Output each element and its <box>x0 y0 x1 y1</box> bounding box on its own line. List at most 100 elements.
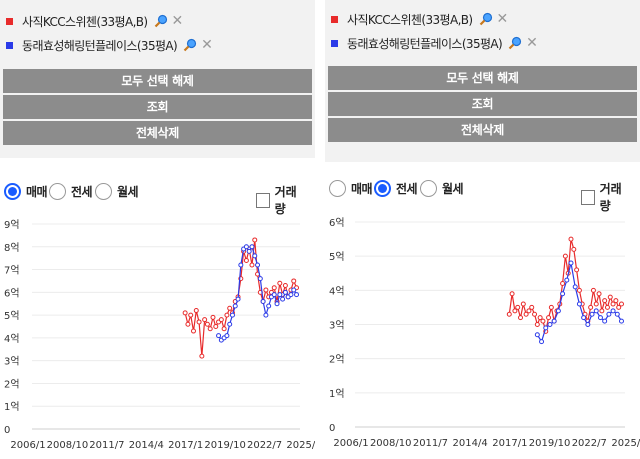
data-point <box>277 280 283 286</box>
y-tick-label: 6억 <box>4 287 20 299</box>
x-tick-label: 2008/10 <box>47 440 89 451</box>
radio-sale[interactable]: 매매 <box>329 180 373 197</box>
data-point <box>252 253 258 259</box>
data-point <box>568 236 574 242</box>
x-tick-label: 2014/4 <box>129 440 164 451</box>
data-point <box>576 301 582 307</box>
volume-checkbox[interactable]: 거래량 <box>581 180 629 214</box>
x-tick-label: 2019/10 <box>529 438 571 449</box>
remove-icon[interactable]: ✕ <box>496 11 509 27</box>
x-tick-label: 2006/1 <box>10 440 45 451</box>
delete-all-button[interactable]: 전체삭제 <box>3 121 312 145</box>
data-point <box>506 311 512 317</box>
radio-sale[interactable]: 매매 <box>4 183 48 200</box>
data-point <box>529 304 535 310</box>
x-tick-label: 2017/1 <box>492 438 527 449</box>
data-point <box>221 326 227 332</box>
data-point <box>193 308 199 314</box>
data-point <box>190 328 196 334</box>
x-tick-label: 2011/7 <box>413 438 448 449</box>
radio-monthly[interactable]: 월세 <box>420 180 464 197</box>
data-point <box>616 304 622 310</box>
y-tick-label: 2억 <box>4 378 20 390</box>
data-point <box>560 291 566 297</box>
data-point <box>271 292 277 298</box>
data-point <box>257 276 263 282</box>
data-point <box>581 315 587 321</box>
x-tick-label: 2017/1 <box>168 440 203 451</box>
checkbox-box[interactable] <box>256 192 270 208</box>
apartment-item: 동래효성해링턴플레이스(35평A) ✕ <box>6 35 213 55</box>
search-button[interactable]: 조회 <box>3 95 312 119</box>
data-point <box>551 318 557 324</box>
data-point <box>291 278 297 284</box>
data-point <box>596 291 602 297</box>
series-color-marker <box>331 39 338 47</box>
apartment-name: 동래효성해링턴플레이스(35평A) <box>347 36 503 51</box>
deselect-all-button[interactable]: 모두 선택 해제 <box>3 69 312 93</box>
remove-icon[interactable]: ✕ <box>201 37 213 53</box>
data-point <box>534 332 540 338</box>
left-comparison-panel: 사직KCC스위첸(33평A,B) ✕ 동래효성해링턴플레이스(35평A) ✕ 모… <box>0 0 315 459</box>
x-tick-label: 2022/7 <box>247 440 282 451</box>
data-point <box>260 298 266 304</box>
radio-indicator[interactable] <box>420 180 437 197</box>
volume-checkbox[interactable]: 거래량 <box>256 183 304 217</box>
y-tick-label: 3억 <box>329 320 345 332</box>
magnifier-icon[interactable] <box>508 36 522 50</box>
data-point <box>277 292 283 298</box>
search-button[interactable]: 조회 <box>328 92 637 116</box>
checkbox-box[interactable] <box>581 189 595 205</box>
data-point <box>540 318 546 324</box>
data-point <box>562 253 568 259</box>
data-point <box>235 296 241 302</box>
x-tick-label: 2008/10 <box>370 438 412 449</box>
radio-jeonse[interactable]: 전세 <box>49 183 93 200</box>
data-point <box>547 322 553 327</box>
data-point <box>210 314 216 320</box>
radio-indicator[interactable] <box>4 183 21 200</box>
radio-indicator[interactable] <box>95 183 112 200</box>
y-tick-label: 9억 <box>4 219 20 231</box>
radio-monthly[interactable]: 월세 <box>95 183 139 200</box>
data-point <box>509 291 515 297</box>
magnifier-icon[interactable] <box>479 12 493 26</box>
deselect-all-button[interactable]: 모두 선택 해제 <box>328 66 637 90</box>
data-point <box>589 311 595 317</box>
data-point <box>571 246 577 252</box>
remove-icon[interactable]: ✕ <box>171 13 184 29</box>
data-point <box>520 301 526 307</box>
data-point <box>590 287 596 293</box>
data-point <box>199 353 205 359</box>
data-point <box>294 292 300 298</box>
data-point <box>512 308 518 314</box>
data-point <box>243 257 249 263</box>
radio-jeonse[interactable]: 전세 <box>374 180 418 197</box>
y-tick-label: 0 <box>4 425 10 436</box>
magnifier-icon[interactable] <box>154 14 168 28</box>
data-point <box>288 292 294 298</box>
jeonse-price-chart: 0 1억 2억 3억 4억 5억 6억 2006/1 2008/10 2011/7 2014/4 20… <box>329 217 640 449</box>
apartment-selection-area: 사직KCC스위첸(33평A,B) ✕ 동래효성해링턴플레이스(35평A) ✕ 모… <box>0 0 315 158</box>
data-point <box>546 315 552 321</box>
remove-icon[interactable]: ✕ <box>526 35 538 51</box>
x-tick-label: 2022/7 <box>572 438 607 449</box>
radio-indicator[interactable] <box>329 180 346 197</box>
data-point <box>607 294 613 300</box>
radio-indicator[interactable] <box>49 183 66 200</box>
data-point <box>224 312 230 318</box>
apartment-item: 사직KCC스위첸(33평A,B) ✕ <box>331 9 508 29</box>
data-point <box>597 315 603 321</box>
data-point <box>182 310 188 316</box>
data-point <box>282 289 288 295</box>
delete-all-button[interactable]: 전체삭제 <box>328 118 637 142</box>
sale-price-chart: 0 1억 2억 3억 4억 5억 6억 7억 8억 9억 2006/1 2008/10 2011/7 20… <box>4 219 315 451</box>
data-point <box>515 304 521 310</box>
radio-indicator[interactable] <box>374 180 391 197</box>
x-tick-label: 2025/4 <box>286 440 315 451</box>
magnifier-icon[interactable] <box>183 38 197 52</box>
data-point <box>280 296 286 302</box>
data-point <box>229 312 235 318</box>
data-point <box>207 326 213 332</box>
data-point <box>568 260 574 266</box>
